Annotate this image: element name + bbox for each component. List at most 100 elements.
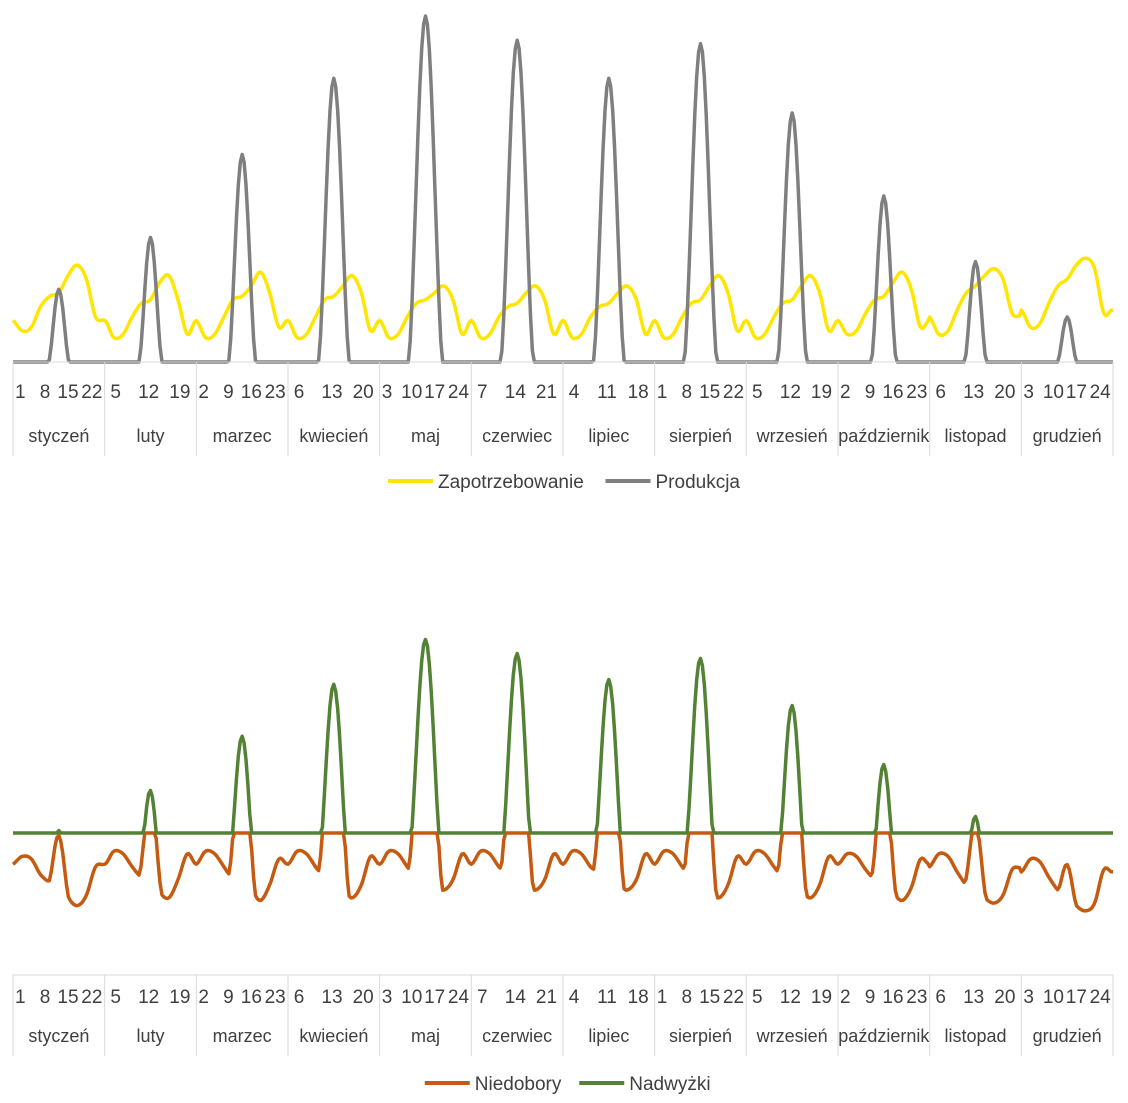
legend-1: Zapotrzebowanie Produkcja bbox=[388, 472, 740, 493]
x-tick-label: 8 bbox=[40, 382, 51, 403]
x-tick-label: 20 bbox=[994, 382, 1015, 403]
x-tick-label: 1 bbox=[15, 987, 26, 1008]
legend-label: Produkcja bbox=[656, 472, 741, 493]
x-tick-label: 17 bbox=[1066, 382, 1087, 403]
x-tick-label: 24 bbox=[448, 987, 470, 1008]
legend-label: Niedobory bbox=[475, 1074, 562, 1095]
x-tick-label: 11 bbox=[597, 382, 617, 403]
x-tick-label: 19 bbox=[169, 987, 190, 1008]
x-tick-label: 23 bbox=[265, 382, 286, 403]
x-tick-label: 12 bbox=[780, 382, 801, 403]
month-label: styczeń bbox=[28, 1026, 89, 1046]
x-axis-1: 1 8 15 22 5 12 19 2 9 16 23 6 13 20 3 10 17 24 7 14 21 4 11 18 1… bbox=[12, 361, 1114, 456]
x-tick-label: 19 bbox=[811, 382, 832, 403]
x-tick-label: 18 bbox=[628, 987, 649, 1008]
x-tick-label: 24 bbox=[448, 382, 470, 403]
x-tick-label: 10 bbox=[401, 987, 422, 1008]
x-tick-label: 5 bbox=[752, 987, 763, 1008]
month-label: listopad bbox=[944, 1026, 1006, 1046]
month-label: marzec bbox=[213, 426, 272, 446]
x-tick-label: 13 bbox=[963, 987, 984, 1008]
month-label: lipiec bbox=[588, 1026, 629, 1046]
x-tick-label: 17 bbox=[424, 987, 445, 1008]
x-tick-label: 16 bbox=[882, 382, 903, 403]
x-tick-label: 13 bbox=[321, 987, 342, 1008]
x-tick-label: 1 bbox=[15, 382, 26, 403]
x-tick-label: 20 bbox=[353, 382, 374, 403]
x-tick-label: 12 bbox=[138, 382, 159, 403]
x-tick-label: 8 bbox=[681, 382, 692, 403]
x-tick-label: 5 bbox=[752, 382, 763, 403]
x-tick-label: 7 bbox=[477, 382, 488, 403]
x-tick-label: 16 bbox=[241, 987, 262, 1008]
x-tick-label: 4 bbox=[569, 382, 580, 403]
month-label: lipiec bbox=[588, 426, 629, 446]
x-axis-2: 1 8 15 22 5 12 19 2 9 16 23 6 13 20 3 10 17 24 7 14 21 4 11 18 1… bbox=[12, 974, 1114, 1056]
x-tick-label: 1 bbox=[657, 987, 668, 1008]
month-label: maj bbox=[411, 426, 440, 446]
x-tick-label: 21 bbox=[536, 987, 557, 1008]
month-label: grudzień bbox=[1033, 1026, 1102, 1046]
x-tick-label: 12 bbox=[780, 987, 801, 1008]
x-tick-label: 10 bbox=[401, 382, 422, 403]
month-label: luty bbox=[136, 426, 164, 446]
x-tick-label: 14 bbox=[505, 987, 527, 1008]
x-tick-label: 20 bbox=[353, 987, 374, 1008]
x-tick-label: 23 bbox=[906, 987, 927, 1008]
month-label: październik bbox=[838, 1026, 930, 1046]
x-tick-label: 5 bbox=[110, 382, 121, 403]
x-tick-label: 9 bbox=[223, 382, 234, 403]
x-tick-label: 3 bbox=[382, 987, 393, 1008]
x-tick-label: 19 bbox=[811, 987, 832, 1008]
x-tick-label: 4 bbox=[569, 987, 580, 1008]
month-label: styczeń bbox=[28, 426, 89, 446]
x-tick-label: 15 bbox=[57, 382, 78, 403]
month-label: luty bbox=[136, 1026, 164, 1046]
legend-label: Zapotrzebowanie bbox=[438, 472, 584, 493]
x-tick-label: 10 bbox=[1043, 987, 1064, 1008]
x-tick-label: 20 bbox=[994, 987, 1015, 1008]
x-tick-label: 8 bbox=[40, 987, 51, 1008]
x-tick-label: 11 bbox=[597, 987, 617, 1008]
x-tick-label: 9 bbox=[865, 987, 876, 1008]
month-label: kwiecień bbox=[299, 1026, 368, 1046]
x-tick-label: 12 bbox=[138, 987, 159, 1008]
x-tick-label: 8 bbox=[681, 987, 692, 1008]
x-tick-label: 23 bbox=[265, 987, 286, 1008]
series-zapotrzebowanie bbox=[11, 256, 1113, 341]
x-tick-label: 3 bbox=[1023, 382, 1034, 403]
x-tick-label: 17 bbox=[1066, 987, 1087, 1008]
x-tick-label: 9 bbox=[865, 382, 876, 403]
x-tick-label: 22 bbox=[81, 382, 102, 403]
x-tick-label: 19 bbox=[169, 382, 190, 403]
x-tick-label: 24 bbox=[1090, 382, 1112, 403]
legend-2: Niedobory Nadwyżki bbox=[424, 1074, 711, 1095]
month-label: sierpień bbox=[669, 426, 732, 446]
x-tick-label: 16 bbox=[241, 382, 262, 403]
x-tick-label: 1 bbox=[657, 382, 668, 403]
x-tick-label: 14 bbox=[505, 382, 527, 403]
x-tick-label: 23 bbox=[906, 382, 927, 403]
x-tick-label: 7 bbox=[477, 987, 488, 1008]
month-label: grudzień bbox=[1033, 426, 1102, 446]
x-tick-label: 2 bbox=[198, 382, 209, 403]
month-label: listopad bbox=[944, 426, 1006, 446]
month-label: czerwiec bbox=[482, 1026, 552, 1046]
x-tick-label: 2 bbox=[198, 987, 209, 1008]
month-label: kwiecień bbox=[299, 426, 368, 446]
legend-label: Nadwyżki bbox=[629, 1074, 710, 1095]
x-tick-label: 15 bbox=[699, 987, 720, 1008]
x-tick-label: 24 bbox=[1090, 987, 1112, 1008]
month-label: wrzesień bbox=[756, 426, 828, 446]
x-tick-label: 17 bbox=[424, 382, 445, 403]
x-tick-label: 22 bbox=[81, 987, 102, 1008]
month-label: wrzesień bbox=[756, 1026, 828, 1046]
series-niedobory bbox=[11, 831, 1113, 913]
x-tick-label: 21 bbox=[536, 382, 557, 403]
x-tick-label: 9 bbox=[223, 987, 234, 1008]
x-tick-label: 22 bbox=[723, 987, 744, 1008]
x-tick-label: 2 bbox=[840, 987, 851, 1008]
x-tick-label: 13 bbox=[963, 382, 984, 403]
